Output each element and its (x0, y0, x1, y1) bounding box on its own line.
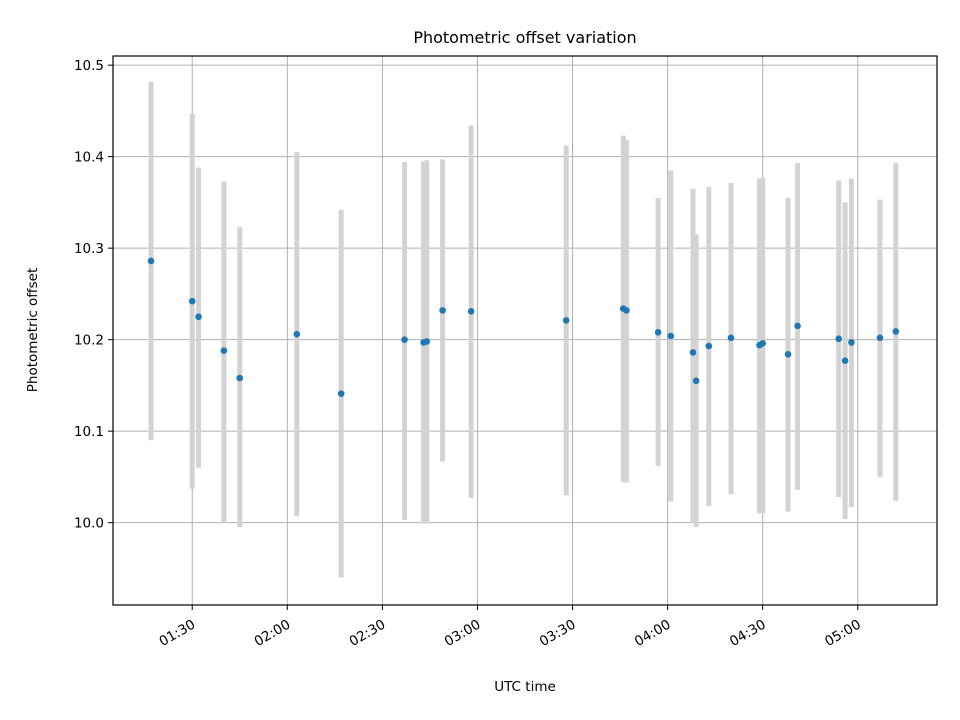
plot-frame (112, 55, 938, 606)
data-point (439, 307, 446, 314)
data-point (220, 347, 228, 354)
data-point (195, 313, 202, 321)
y-tick-label: 10.5 (74, 58, 104, 74)
data-point (705, 342, 713, 350)
data-point (848, 339, 855, 346)
data-point (892, 328, 900, 335)
grid (113, 56, 937, 605)
data-point (562, 317, 570, 324)
data-point (759, 340, 766, 347)
data-point (337, 390, 345, 397)
y-tick-label: 10.0 (74, 516, 104, 532)
data-point (835, 335, 843, 343)
data-point (188, 297, 196, 305)
data-point (401, 336, 408, 343)
data-point (794, 322, 801, 330)
y-tick-label: 10.2 (74, 333, 104, 349)
data-point (667, 332, 675, 340)
y-tick-label: 10.3 (74, 241, 104, 257)
data-point (784, 350, 792, 358)
data-point (293, 330, 301, 338)
data-point (689, 349, 697, 356)
y-axis-ticks: 10.0 10.1 10.2 10.3 10.4 10.5 (74, 58, 113, 532)
data-point (423, 338, 431, 345)
data-point (236, 374, 244, 382)
data-point (876, 334, 884, 342)
data-point (623, 307, 630, 314)
data-point (841, 357, 849, 364)
y-tick-label: 10.4 (74, 150, 104, 166)
data-point (692, 377, 700, 385)
data-point (467, 307, 475, 315)
y-axis-label: Photometric offset (25, 268, 41, 392)
data-point (727, 334, 735, 342)
x-axis-label: UTC time (494, 679, 556, 695)
chart-title: Photometric offset variation (413, 28, 636, 47)
data-point (147, 257, 155, 265)
y-tick-label: 10.1 (74, 424, 104, 440)
data-points (147, 257, 900, 397)
data-point (654, 329, 662, 336)
